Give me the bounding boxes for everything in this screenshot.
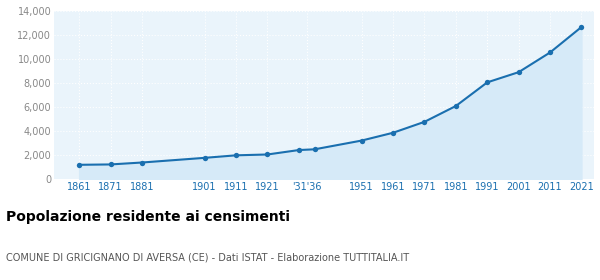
Point [263,152,272,157]
Point [357,138,367,143]
Point [74,163,84,167]
Point [137,160,147,165]
Point [388,130,398,135]
Point [231,153,241,158]
Point [310,147,319,151]
Point [419,120,429,124]
Point [514,70,523,74]
Point [106,162,115,167]
Point [451,104,461,108]
Text: COMUNE DI GRICIGNANO DI AVERSA (CE) - Dati ISTAT - Elaborazione TUTTITALIA.IT: COMUNE DI GRICIGNANO DI AVERSA (CE) - Da… [6,252,409,262]
Point [294,148,304,152]
Text: Popolazione residente ai censimenti: Popolazione residente ai censimenti [6,210,290,224]
Point [200,156,209,160]
Point [482,80,492,85]
Point [577,25,586,29]
Point [545,50,555,55]
